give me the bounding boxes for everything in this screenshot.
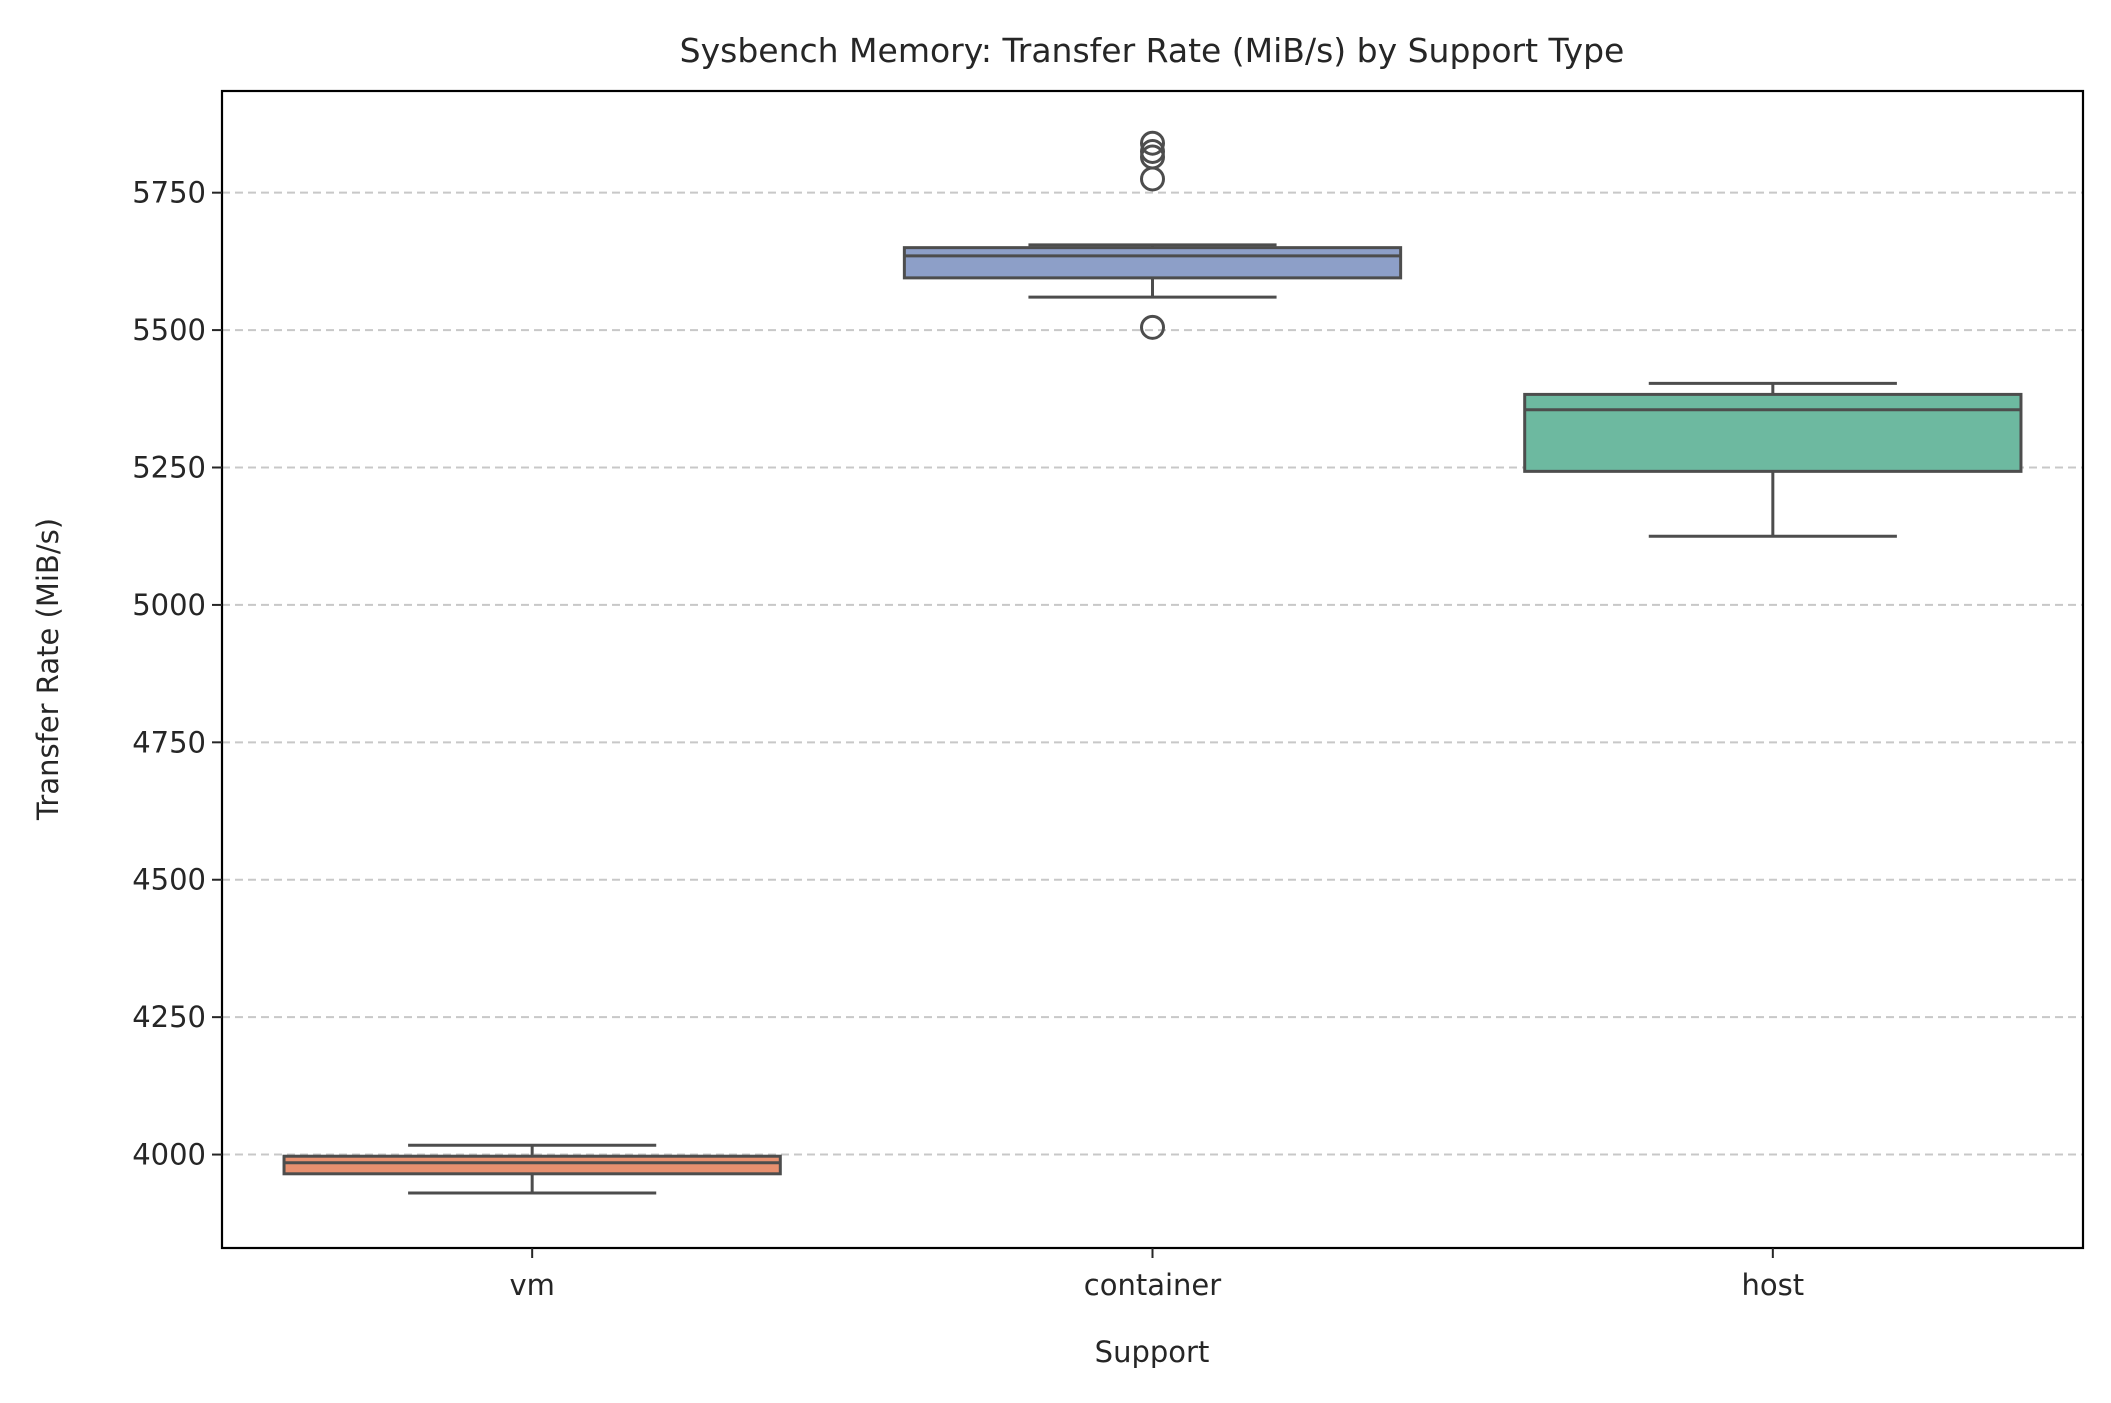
y-tick-label: 4750 [132, 725, 206, 759]
chart-title: Sysbench Memory: Transfer Rate (MiB/s) b… [680, 31, 1625, 70]
x-tick-label: host [1742, 1268, 1805, 1302]
y-tick-label: 5000 [132, 588, 206, 622]
box-container [902, 130, 1403, 340]
iqr-box [282, 1154, 782, 1176]
y-tick-label: 4250 [132, 1000, 206, 1034]
y-tick-label: 4500 [132, 863, 206, 897]
y-tick-label: 5750 [132, 176, 206, 210]
box-vm [282, 1143, 782, 1195]
iqr-box [1523, 392, 2023, 473]
x-axis-ticks: vm container host [509, 1248, 1804, 1302]
y-tick-label: 5250 [132, 451, 206, 485]
x-tick-label: vm [509, 1268, 554, 1302]
iqr-box [902, 246, 1403, 280]
y-axis-label: Transfer Rate (MiB/s) [31, 518, 65, 821]
x-tick-label: container [1084, 1268, 1221, 1302]
y-axis-ticks: 4000 4250 4500 4750 5000 5250 5500 5750 [132, 176, 222, 1172]
outlier-point [1140, 130, 1165, 156]
box-host [1523, 381, 2023, 538]
box-series [282, 130, 2023, 1195]
outlier-point [1140, 314, 1165, 340]
y-tick-label: 5500 [132, 313, 206, 347]
outlier-point [1140, 166, 1165, 192]
x-axis-label: Support [1095, 1335, 1210, 1369]
outlier-point [1140, 138, 1165, 164]
y-tick-label: 4000 [132, 1138, 206, 1172]
